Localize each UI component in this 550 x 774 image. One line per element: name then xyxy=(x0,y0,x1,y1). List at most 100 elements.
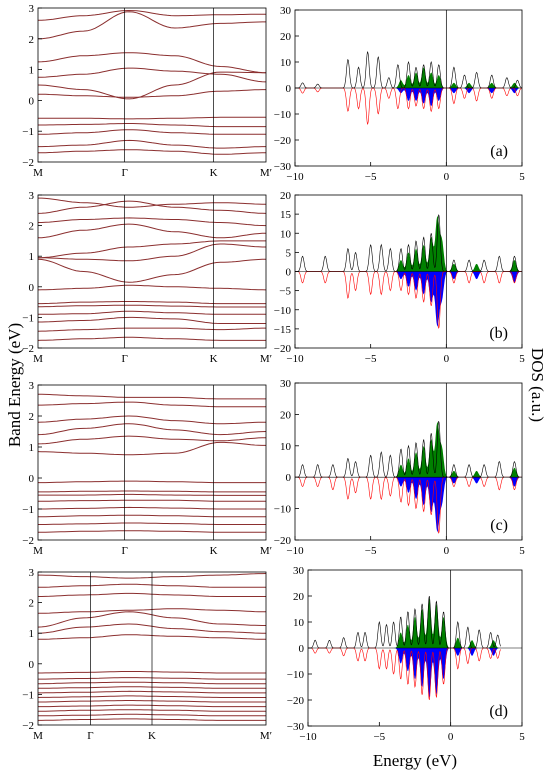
kpoint-label: M xyxy=(33,730,43,742)
band-frame xyxy=(37,384,267,541)
band-d-panel: M Γ K M′ −2 −1 0 1 2 3 xyxy=(22,567,272,742)
dos-ylabel: DOS (a.u.) xyxy=(528,348,547,422)
band-line xyxy=(37,423,267,436)
band-line xyxy=(38,480,266,484)
band-line xyxy=(38,116,266,120)
y-tick-label: −10 xyxy=(274,305,292,317)
x-tick-label: 5 xyxy=(519,353,525,365)
x-tick-label: 0 xyxy=(444,171,450,183)
band-line xyxy=(37,149,266,155)
y-tick-label: −2 xyxy=(22,535,34,547)
kpoint-label: K xyxy=(148,730,156,742)
total-dos-down xyxy=(295,476,522,534)
band-line xyxy=(38,301,266,305)
x-tick-label: −5 xyxy=(365,545,377,557)
x-tick-label: −10 xyxy=(286,353,304,365)
y-tick-label: −1 xyxy=(22,504,34,516)
y-tick-label: −20 xyxy=(274,343,292,355)
y-tick-label: 2 xyxy=(29,598,35,610)
y-tick-label: 3 xyxy=(29,3,35,15)
band-line xyxy=(37,258,266,283)
band-line xyxy=(38,506,266,510)
x-tick-label: 5 xyxy=(519,171,525,183)
y-tick-label: −15 xyxy=(274,324,292,336)
kpoint-label: K xyxy=(210,167,218,179)
kpoint-label: M′ xyxy=(260,167,272,179)
y-tick-label: −2 xyxy=(22,157,34,169)
band-energy-ylabel: Band Energy (eV) xyxy=(5,323,24,447)
y-tick-label: −30 xyxy=(274,161,292,173)
kpoint-label: Γ xyxy=(87,730,93,742)
band-line xyxy=(38,393,266,400)
dos-d-panel: −10 −5 0 5 −30 −20 −10 0 10 20 30 (d) xyxy=(287,565,525,743)
dos-frame xyxy=(307,569,523,727)
x-tick-label: −5 xyxy=(373,731,385,743)
x-tick-label: −10 xyxy=(286,545,304,557)
y-tick-label: 0 xyxy=(29,95,35,107)
y-tick-label: −20 xyxy=(287,695,305,707)
x-tick-label: 0 xyxy=(444,353,450,365)
y-tick-label: 30 xyxy=(280,378,292,390)
x-tick-label: −10 xyxy=(286,171,304,183)
partial-dos-down xyxy=(308,648,501,698)
y-tick-label: 3 xyxy=(29,380,35,392)
x-tick-label: −10 xyxy=(299,731,317,743)
y-tick-label: −10 xyxy=(287,669,305,681)
band-line xyxy=(38,493,266,496)
band-line xyxy=(37,243,266,262)
y-tick-label: 10 xyxy=(280,441,292,453)
y-tick-label: 0 xyxy=(286,472,292,484)
kpoint-label: M′ xyxy=(260,353,272,365)
band-line xyxy=(37,499,266,502)
kpoint-label: K xyxy=(210,353,218,365)
band-line xyxy=(37,200,267,214)
band-frame xyxy=(37,7,267,163)
y-tick-label: −2 xyxy=(22,720,34,732)
kpoint-label: Γ xyxy=(121,353,127,365)
dos-b-panel: −10 −5 0 5 −20 −15 −10 −5 0 5 10 15 20 (b) xyxy=(274,190,525,365)
partial-dos-down xyxy=(295,88,522,107)
kpoint-label: M xyxy=(33,545,43,557)
band-line xyxy=(38,316,266,324)
band-line xyxy=(38,490,266,493)
band-line xyxy=(37,415,266,425)
x-tick-label: −5 xyxy=(365,353,377,365)
band-line xyxy=(38,310,266,315)
y-tick-label: −2 xyxy=(22,343,34,355)
band-c-panel: M Γ K M′ −2 −1 0 1 2 3 xyxy=(22,380,272,557)
band-line xyxy=(38,522,266,525)
band-a-panel: M Γ K M′ −2 −1 0 1 2 3 xyxy=(22,3,272,179)
y-tick-label: 3 xyxy=(29,190,35,202)
x-tick-label: −5 xyxy=(365,171,377,183)
dos-frame xyxy=(294,194,523,349)
y-tick-label: −1 xyxy=(22,689,34,701)
band-line xyxy=(38,197,266,208)
y-tick-label: 20 xyxy=(280,409,292,421)
partial-dos-up xyxy=(295,421,522,478)
panel-label: (c) xyxy=(490,517,508,534)
band-line xyxy=(38,217,267,227)
y-tick-label: 10 xyxy=(293,617,305,629)
band-line xyxy=(37,514,266,518)
y-tick-label: 20 xyxy=(280,190,292,202)
y-tick-label: 10 xyxy=(280,57,292,69)
y-tick-label: −10 xyxy=(274,109,292,121)
dos-frame xyxy=(294,382,523,541)
y-tick-label: −20 xyxy=(274,535,292,547)
total-dos-up xyxy=(308,596,501,649)
band-line xyxy=(37,284,267,291)
panel-label: (b) xyxy=(489,325,508,342)
y-tick-label: 1 xyxy=(29,251,35,263)
y-tick-label: 1 xyxy=(29,65,35,77)
band-line xyxy=(37,89,266,98)
band-line xyxy=(38,401,266,408)
kpoint-label: M′ xyxy=(260,545,272,557)
partial-dos-down xyxy=(295,271,522,327)
x-tick-label: 5 xyxy=(519,545,525,557)
y-tick-label: 0 xyxy=(29,282,35,294)
y-tick-label: 2 xyxy=(29,411,35,423)
y-tick-label: 1 xyxy=(29,628,35,640)
y-tick-label: 0 xyxy=(286,83,292,95)
y-tick-label: 20 xyxy=(293,591,305,603)
